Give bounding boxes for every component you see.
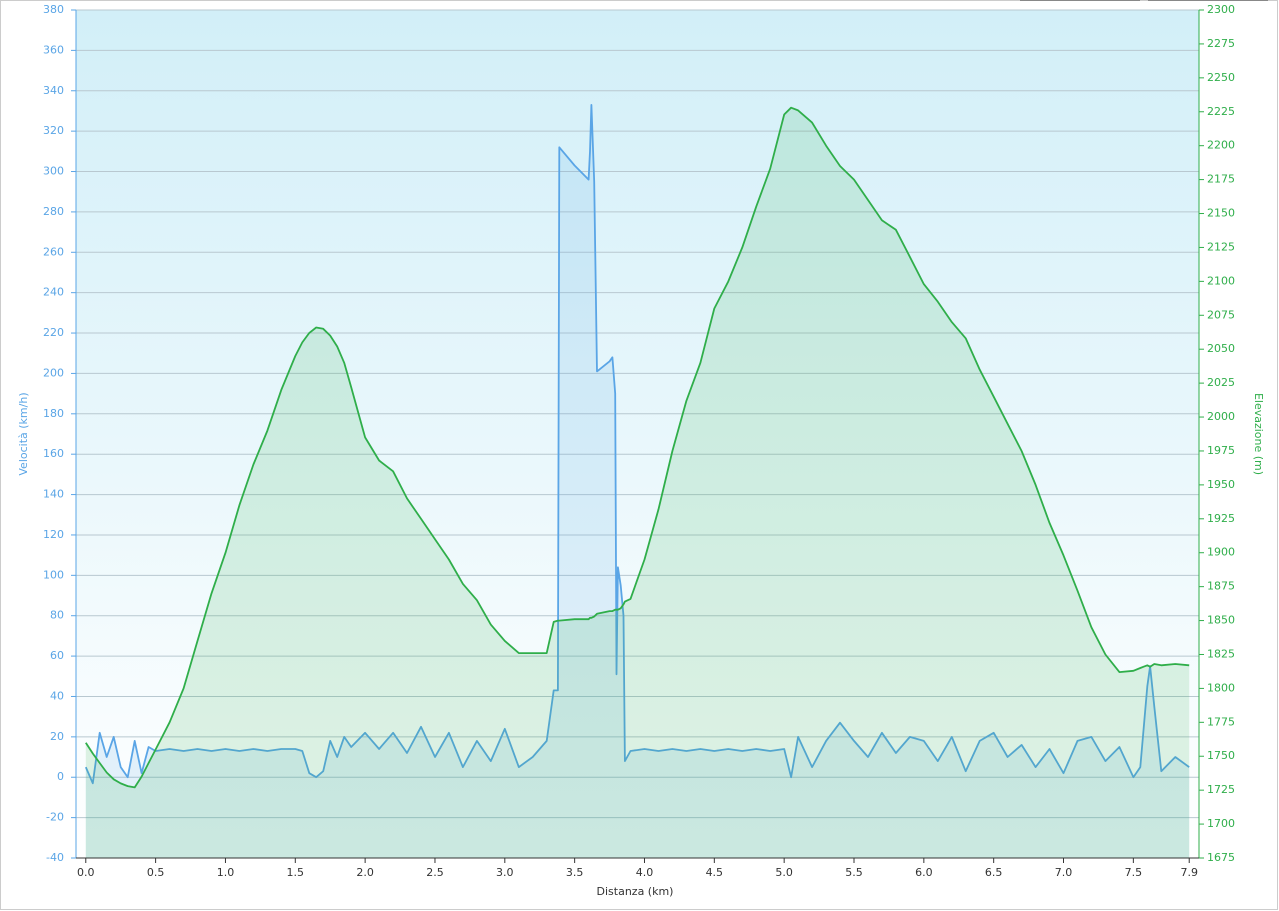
y2-tick-label: 1950 <box>1207 478 1235 491</box>
y2-tick-label: 2075 <box>1207 308 1235 321</box>
y2-tick-label: 1800 <box>1207 681 1235 694</box>
y-tick-label: 140 <box>43 488 64 501</box>
x-tick-label: 4.5 <box>706 866 724 879</box>
y2-tick-label: 1925 <box>1207 512 1235 525</box>
plot-area <box>76 10 1199 858</box>
x-tick-label: 7.0 <box>1055 866 1073 879</box>
y-tick-label: 80 <box>50 609 64 622</box>
x-tick-label: 1.5 <box>287 866 305 879</box>
x-tick-label: 5.5 <box>845 866 863 879</box>
y2-tick-label: 1675 <box>1207 851 1235 864</box>
y2-tick-label: 1825 <box>1207 647 1235 660</box>
line <box>85 106 1190 789</box>
y-tick-label: 160 <box>43 447 64 460</box>
y-tick-label: 0 <box>57 770 64 783</box>
button-edge[interactable] <box>1148 0 1268 1</box>
y2-tick-label: 2175 <box>1207 173 1235 186</box>
y2-tick-label: 2200 <box>1207 139 1235 152</box>
x-tick-label: 2.5 <box>426 866 444 879</box>
y-tick-label: 240 <box>43 286 64 299</box>
y2-tick-label: 1975 <box>1207 444 1235 457</box>
y2-tick-label: 1750 <box>1207 749 1235 762</box>
y2-tick-label: 2250 <box>1207 71 1235 84</box>
y2-tick-label: 1725 <box>1207 783 1235 796</box>
y2-tick-label: 1775 <box>1207 715 1235 728</box>
x-tick-label: 3.0 <box>496 866 514 879</box>
y2-tick-label: 2000 <box>1207 410 1235 423</box>
y2-tick-label: 1850 <box>1207 614 1235 627</box>
y2-tick-label: 2025 <box>1207 376 1235 389</box>
y2-axis-title: Elevazione (m) <box>1252 393 1265 475</box>
y2-tick-label: 2050 <box>1207 342 1235 355</box>
x-tick-label: 0.0 <box>77 866 95 879</box>
y2-tick-label: 2275 <box>1207 37 1235 50</box>
y-tick-label: 60 <box>50 649 64 662</box>
area-fill <box>85 104 1190 858</box>
x-tick-label: 1.0 <box>217 866 235 879</box>
x-tick-label: 6.5 <box>985 866 1003 879</box>
y-tick-label: 340 <box>43 84 64 97</box>
x-tick-label: 6.0 <box>915 866 933 879</box>
y-tick-label: 100 <box>43 568 64 581</box>
y-tick-label: 20 <box>50 730 64 743</box>
y-tick-label: 120 <box>43 528 64 541</box>
y-tick-label: 320 <box>43 124 64 137</box>
y-tick-label: 360 <box>43 43 64 56</box>
y2-tick-label: 1875 <box>1207 580 1235 593</box>
y-tick-label: 300 <box>43 165 64 178</box>
x-tick-label: 7.9 <box>1180 866 1198 879</box>
area-fill <box>85 107 1190 858</box>
y-tick-label: 200 <box>43 366 64 379</box>
x-tick-label: 7.5 <box>1125 866 1143 879</box>
y-tick-label: 280 <box>43 205 64 218</box>
button-edge[interactable] <box>1020 0 1140 1</box>
y-tick-label: 380 <box>43 3 64 16</box>
y-tick-label: -40 <box>46 851 64 864</box>
y2-tick-label: 1900 <box>1207 546 1235 559</box>
x-tick-label: 5.0 <box>775 866 793 879</box>
x-tick-label: 2.0 <box>356 866 374 879</box>
y2-tick-label: 1700 <box>1207 817 1235 830</box>
y-tick-label: 40 <box>50 689 64 702</box>
x-tick-label: 3.5 <box>566 866 584 879</box>
y2-tick-label: 2150 <box>1207 207 1235 220</box>
y-tick-label: 260 <box>43 245 64 258</box>
y2-tick-label: 2125 <box>1207 240 1235 253</box>
line <box>84 104 1190 785</box>
y2-tick-label: 2300 <box>1207 3 1235 16</box>
x-tick-label: 0.5 <box>147 866 165 879</box>
x-axis-title: Distanza (km) <box>597 885 674 898</box>
y-axis-title: Velocità (km/h) <box>17 392 30 475</box>
y-tick-label: -20 <box>46 811 64 824</box>
y-tick-label: 220 <box>43 326 64 339</box>
y-tick-label: 180 <box>43 407 64 420</box>
x-tick-label: 4.0 <box>636 866 654 879</box>
y2-tick-label: 2100 <box>1207 274 1235 287</box>
y2-tick-label: 2225 <box>1207 105 1235 118</box>
